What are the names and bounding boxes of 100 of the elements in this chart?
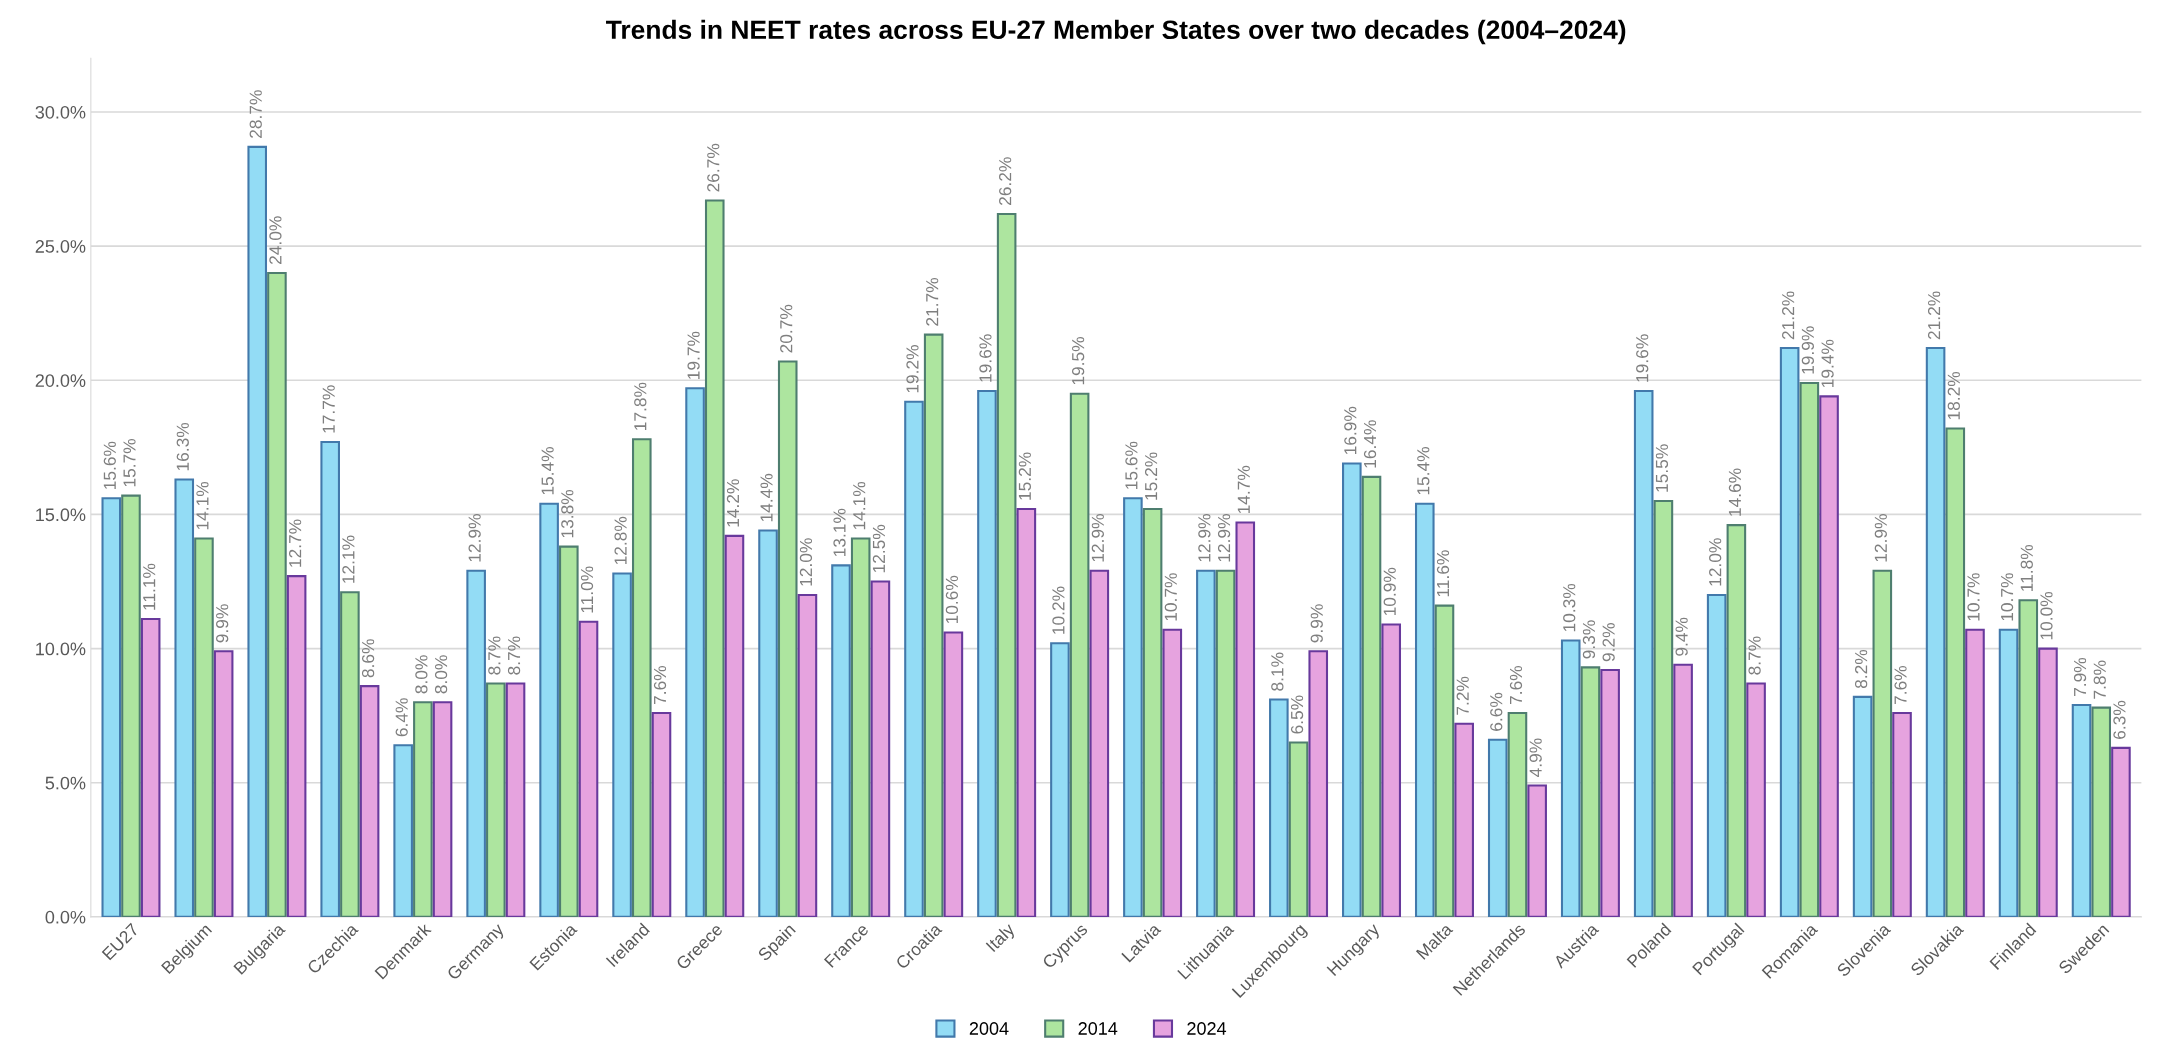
data-label: 10.2%: [1052, 586, 1065, 634]
data-label: 7.6%: [653, 665, 667, 705]
bar: [1892, 711, 1912, 917]
data-label: 28.7%: [249, 90, 262, 138]
bar: [486, 682, 506, 917]
data-label: 12.1%: [342, 535, 355, 583]
data-label: 13.8%: [561, 489, 574, 538]
bar: [1123, 497, 1143, 917]
legend-label: 2014: [1078, 1022, 1118, 1035]
data-label: 10.7%: [1164, 573, 1177, 621]
data-label: 21.2%: [1927, 291, 1941, 340]
bar: [2091, 706, 2112, 917]
data-label: 12.9%: [1198, 514, 1211, 562]
bar: [101, 497, 122, 917]
bar: [1527, 784, 1547, 917]
bar: [1852, 695, 1873, 917]
bar: [505, 682, 526, 917]
data-label: 15.6%: [1125, 441, 1138, 489]
bar: [1414, 502, 1435, 917]
bar: [213, 650, 234, 917]
data-label: 12.9%: [1874, 514, 1887, 562]
bar: [1142, 508, 1163, 917]
data-label: 26.2%: [999, 157, 1012, 205]
bar: [340, 591, 360, 917]
data-label: 15.2%: [1144, 452, 1158, 500]
bar: [320, 440, 340, 917]
y-tick-label: 20.0%: [35, 374, 86, 387]
bar: [996, 212, 1017, 917]
data-label: 8.0%: [434, 655, 448, 694]
data-label: 14.1%: [853, 481, 866, 530]
data-label: 21.2%: [1782, 291, 1795, 340]
data-label: 8.7%: [488, 636, 501, 675]
data-label: 7.9%: [2073, 657, 2087, 696]
data-label: 16.3%: [176, 422, 189, 471]
bar: [359, 685, 380, 917]
data-label: 6.4%: [395, 698, 408, 737]
bar: [140, 618, 161, 917]
data-label: 26.7%: [707, 143, 720, 192]
data-label: 7.6%: [1509, 665, 1523, 705]
data-label: 10.7%: [2000, 573, 2014, 621]
bar: [1507, 711, 1528, 917]
bar: [1726, 524, 1747, 917]
data-label: 10.6%: [945, 575, 959, 624]
data-label: 8.0%: [415, 655, 428, 694]
data-label: 10.9%: [1383, 567, 1396, 616]
data-label: 19.2%: [906, 345, 919, 393]
bar: [923, 333, 944, 917]
bar: [724, 534, 745, 917]
bar: [870, 580, 891, 917]
data-label: 11.1%: [143, 563, 156, 610]
data-label: 12.7%: [288, 519, 302, 567]
bar: [413, 701, 433, 917]
data-label: 20.7%: [780, 304, 793, 353]
x-tick-label: Italy: [985, 921, 1019, 955]
bar: [1089, 569, 1110, 917]
data-label: 12.0%: [1709, 538, 1722, 586]
bar: [1050, 642, 1070, 917]
bar: [1965, 628, 1985, 917]
bar: [267, 271, 287, 917]
bar: [758, 529, 778, 917]
bar: [1361, 475, 1382, 917]
bar: [1580, 666, 1601, 917]
bar: [1799, 381, 1820, 917]
data-label: 8.6%: [361, 639, 375, 678]
data-label: 19.5%: [1071, 337, 1085, 385]
bar: [1746, 682, 1766, 917]
bar: [2071, 703, 2092, 917]
data-label: 15.2%: [1018, 452, 1032, 500]
data-label: 7.8%: [2093, 660, 2106, 699]
data-label: 17.7%: [322, 385, 335, 433]
data-label: 14.4%: [760, 473, 773, 522]
y-tick-label: 10.0%: [36, 642, 86, 656]
bar: [1872, 569, 1893, 917]
bar: [578, 620, 599, 917]
data-label: 19.6%: [979, 334, 992, 382]
bar: [797, 593, 818, 917]
bar: [1342, 462, 1362, 917]
data-label: 9.9%: [216, 604, 229, 643]
bar: [631, 438, 652, 917]
data-label: 16.4%: [1363, 420, 1377, 468]
data-label: 11.8%: [2020, 544, 2033, 591]
bar: [174, 478, 195, 917]
bar: [2018, 599, 2039, 917]
bar: [1819, 395, 1839, 917]
bar: [685, 387, 705, 917]
data-label: 6.5%: [1290, 695, 1304, 734]
bar: [1925, 347, 1946, 917]
bar: [2111, 746, 2131, 917]
data-label: 4.9%: [1529, 738, 1542, 777]
data-label: 12.0%: [799, 538, 813, 586]
bar: [1706, 593, 1727, 917]
legend-label: 2024: [1187, 1022, 1227, 1035]
bar: [1487, 738, 1508, 917]
bar: [1945, 427, 1966, 917]
data-label: 19.9%: [1801, 326, 1815, 374]
bar: [1633, 389, 1654, 917]
bar: [1215, 569, 1236, 917]
bar: [466, 569, 486, 917]
legend-label: 2004: [969, 1022, 1009, 1035]
data-label: 7.2%: [1456, 676, 1469, 715]
